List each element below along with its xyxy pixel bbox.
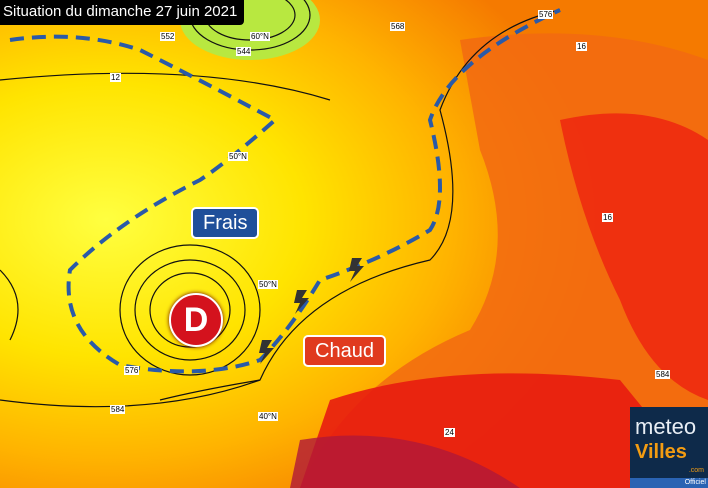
- contour-label: 16: [576, 42, 587, 51]
- latitude-label: 50°N: [228, 152, 248, 161]
- logo-villes: Villes: [635, 441, 687, 463]
- low-pressure-marker: D: [169, 293, 223, 347]
- contour-label: 568: [390, 22, 406, 31]
- lightning-icons: [259, 258, 364, 364]
- contour-label: 16: [602, 213, 613, 222]
- contour-label: 576: [124, 366, 140, 375]
- contour-label: 24: [444, 428, 455, 437]
- latitude-label: 60°N: [250, 32, 270, 41]
- latitude-label: 40°N: [258, 412, 278, 421]
- cold-front-line: [9, 8, 561, 374]
- logo-suffix: .com: [688, 467, 704, 474]
- contour-label: 552: [160, 32, 176, 41]
- isohypses: [0, 0, 561, 408]
- logo-tag: Officiel: [630, 478, 708, 488]
- contour-label: 12: [110, 73, 121, 82]
- contour-label: 584: [110, 405, 126, 414]
- contour-label: 576: [538, 10, 554, 19]
- hot-air-label: Chaud: [303, 335, 386, 367]
- latitude-label: 50°N: [258, 280, 278, 289]
- logo-meteo: meteo: [635, 414, 697, 439]
- contour-label: 544: [236, 47, 252, 56]
- contour-label: 584: [655, 370, 671, 379]
- cool-air-label: Frais: [191, 207, 260, 239]
- map-title: Situation du dimanche 27 juin 2021: [0, 0, 245, 25]
- low-pressure-letter: D: [183, 301, 209, 339]
- meteovilles-logo: meteo Villes .com Officiel: [630, 407, 708, 488]
